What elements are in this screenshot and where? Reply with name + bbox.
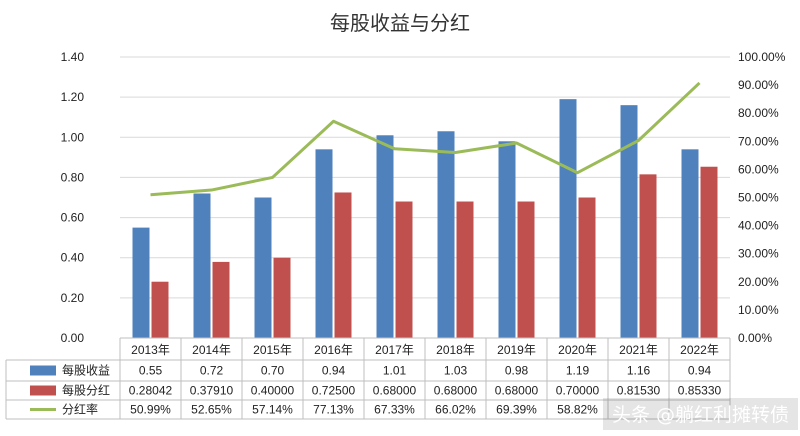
y-left-tick-label: 0.80: [61, 170, 85, 184]
y-right-tick-label: 90.00%: [738, 78, 779, 92]
bar-eps: [437, 131, 455, 338]
category-label: 2016年: [314, 343, 353, 357]
y-left-tick-label: 0.20: [61, 291, 85, 305]
data-label: 0.85330: [678, 384, 722, 398]
y-right-tick-label: 0.00%: [738, 331, 772, 345]
data-label: 77.13%: [313, 403, 354, 417]
category-label: 2015年: [253, 343, 292, 357]
data-label: 0.94: [322, 364, 346, 378]
y-right-tick-label: 50.00%: [738, 191, 779, 205]
category-label: 2021年: [619, 343, 658, 357]
y-left-tick-label: 0.60: [61, 211, 85, 225]
bar-dps: [273, 257, 291, 338]
chart-title: 每股收益与分红: [330, 11, 470, 35]
data-label: 0.68000: [373, 384, 417, 398]
data-label: 0.37910: [190, 384, 234, 398]
data-label: 0.72500: [312, 384, 356, 398]
bar-dps: [517, 201, 535, 338]
bar-dps: [639, 174, 657, 338]
line-payout-ratio: [150, 81, 701, 197]
y-left-tick-label: 1.00: [61, 130, 85, 144]
bar-dps: [456, 201, 474, 338]
data-label: 1.16: [627, 364, 651, 378]
category-label: 2017年: [375, 343, 414, 357]
data-label: 0.68000: [495, 384, 539, 398]
bar-eps: [315, 149, 333, 338]
data-label: 0.98: [505, 364, 529, 378]
y-right-tick-label: 60.00%: [738, 162, 779, 176]
category-label: 2014年: [192, 343, 231, 357]
data-label: 1.19: [566, 364, 590, 378]
data-label: 67.33%: [374, 403, 415, 417]
category-label: 2020年: [558, 343, 597, 357]
data-label: 69.39%: [496, 403, 537, 417]
legend-label: 每股收益: [62, 363, 110, 378]
data-label: 0.28042: [129, 384, 173, 398]
data-label: 66.02%: [435, 403, 476, 417]
data-label: 50.99%: [130, 403, 171, 417]
y-right-tick-label: 100.00%: [738, 50, 786, 64]
bar-eps: [498, 141, 516, 338]
data-label: 52.65%: [191, 403, 232, 417]
category-label: 2018年: [436, 343, 475, 357]
legend-swatch: [30, 385, 56, 396]
y-right-tick-label: 20.00%: [738, 275, 779, 289]
bar-eps: [681, 149, 699, 338]
y-right-tick-label: 10.00%: [738, 303, 779, 317]
data-label: 0.70: [261, 364, 285, 378]
data-label: 1.01: [383, 364, 407, 378]
y-right-tick-label: 80.00%: [738, 106, 779, 120]
bar-dps: [334, 192, 352, 338]
bar-eps: [132, 227, 150, 338]
bar-dps: [578, 197, 596, 338]
bar-eps: [193, 193, 211, 338]
y-right-tick-label: 70.00%: [738, 134, 779, 148]
data-label: 0.72: [200, 364, 224, 378]
y-right-tick-label: 40.00%: [738, 219, 779, 233]
y-left-tick-label: 1.20: [61, 90, 85, 104]
category-label: 2013年: [131, 343, 170, 357]
y-left-tick-label: 0.00: [61, 331, 85, 345]
category-label: 2022年: [680, 343, 719, 357]
category-label: 2019年: [497, 343, 536, 357]
data-label: 0.55: [139, 364, 163, 378]
bar-dps: [151, 281, 169, 338]
y-right-tick-label: 30.00%: [738, 247, 779, 261]
legend-label: 每股分红: [62, 383, 110, 398]
data-label: 0.94: [688, 364, 712, 378]
data-label: 0.70000: [556, 384, 600, 398]
data-label: 57.14%: [252, 403, 293, 417]
watermark-text: 头条 @躺红利摊转债: [612, 404, 789, 426]
bar-eps: [620, 105, 638, 339]
bar-eps: [254, 197, 272, 338]
data-label: 0.81530: [617, 384, 661, 398]
legend-swatch: [30, 365, 56, 376]
y-left-tick-label: 1.40: [61, 50, 85, 64]
data-label: 0.40000: [251, 384, 295, 398]
y-left-tick-label: 0.40: [61, 251, 85, 265]
data-label: 0.68000: [434, 384, 478, 398]
legend-label: 分红率: [62, 402, 98, 417]
bar-eps: [376, 135, 394, 338]
bar-dps: [212, 261, 230, 338]
data-label: 1.03: [444, 364, 468, 378]
bar-dps: [395, 201, 413, 338]
bar-eps: [559, 99, 577, 339]
watermark-backdrop: [603, 398, 798, 430]
data-label: 58.82%: [557, 403, 598, 417]
bar-dps: [700, 166, 718, 338]
